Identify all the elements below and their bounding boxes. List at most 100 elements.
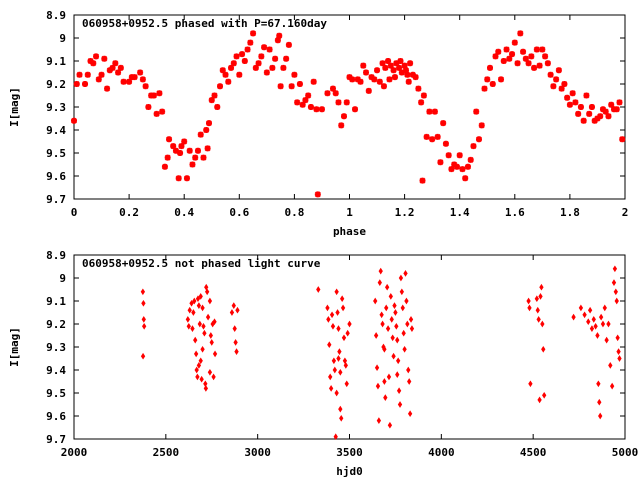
data-point xyxy=(236,71,243,78)
data-point xyxy=(582,311,587,319)
data-point xyxy=(564,94,571,101)
data-point xyxy=(467,156,474,163)
data-point xyxy=(272,55,279,62)
data-point xyxy=(596,380,601,388)
data-point xyxy=(326,316,331,323)
data-point xyxy=(150,92,157,99)
data-point xyxy=(339,295,345,303)
data-point xyxy=(112,60,119,67)
data-point xyxy=(420,92,427,99)
data-point xyxy=(222,71,229,78)
data-point xyxy=(536,316,541,323)
data-point xyxy=(207,368,213,376)
x-tick-label: 1.8 xyxy=(560,206,580,219)
data-point xyxy=(393,309,398,316)
x-tick-label: 2 xyxy=(622,206,629,219)
data-point xyxy=(201,322,206,330)
data-point xyxy=(379,60,386,67)
data-point xyxy=(379,311,384,319)
data-point xyxy=(360,62,367,69)
data-point xyxy=(522,55,529,62)
data-point xyxy=(440,120,447,127)
data-point xyxy=(131,74,138,81)
data-point xyxy=(197,131,204,138)
data-point xyxy=(509,51,516,58)
data-point xyxy=(285,41,292,48)
data-point xyxy=(283,55,290,62)
data-point xyxy=(397,57,404,65)
data-point xyxy=(448,166,455,173)
data-point xyxy=(343,99,350,106)
data-point xyxy=(255,60,262,67)
y-tick-label: 9.5 xyxy=(46,387,66,400)
data-point xyxy=(338,368,343,376)
data-point xyxy=(429,136,436,143)
data-point xyxy=(542,391,547,399)
data-point xyxy=(339,414,344,422)
y-tick-label: 9.7 xyxy=(46,433,66,446)
data-point xyxy=(418,99,425,106)
data-point xyxy=(431,108,438,115)
data-point xyxy=(390,67,397,74)
phased-light-curve-panel: 0 0.2 0.4 0.6 0.8 1 1.2 1.4 1.6 1.8 2 8.9 9 9.1 9.2 9.3… xyxy=(8,9,628,238)
data-point xyxy=(192,154,199,161)
data-point xyxy=(597,113,604,120)
data-point xyxy=(407,410,413,418)
data-point xyxy=(294,99,301,106)
y-axis-label: I[mag] xyxy=(8,87,21,127)
data-point xyxy=(586,318,591,326)
data-point xyxy=(141,316,146,323)
data-point xyxy=(87,57,94,65)
data-point xyxy=(578,304,584,312)
data-point xyxy=(614,297,619,305)
data-point xyxy=(338,405,343,413)
data-point xyxy=(407,378,412,385)
data-point xyxy=(598,412,603,420)
data-point xyxy=(498,76,505,83)
data-point xyxy=(616,348,621,355)
data-point xyxy=(276,32,283,39)
data-point xyxy=(109,64,116,71)
data-point xyxy=(384,283,390,291)
data-point xyxy=(186,322,191,330)
data-point xyxy=(196,302,202,309)
data-point xyxy=(90,60,97,67)
y-tick-label: 9.1 xyxy=(46,295,66,308)
data-point xyxy=(602,304,607,312)
data-point xyxy=(233,53,240,60)
data-point xyxy=(333,433,338,441)
data-point xyxy=(170,143,177,150)
data-point xyxy=(336,325,341,332)
data-point xyxy=(616,99,623,106)
data-point xyxy=(225,78,232,85)
data-point xyxy=(401,329,406,337)
data-point xyxy=(344,380,349,388)
data-point xyxy=(591,117,598,124)
data-point xyxy=(231,302,236,309)
data-point xyxy=(404,297,409,305)
data-point xyxy=(252,64,259,71)
data-point xyxy=(514,60,521,67)
data-point xyxy=(164,154,171,161)
data-point xyxy=(181,138,188,145)
x-axis-label: hjd0 xyxy=(336,465,363,478)
data-point xyxy=(219,67,226,74)
data-point xyxy=(538,293,543,300)
data-point xyxy=(194,147,201,154)
data-point xyxy=(445,152,452,159)
data-point xyxy=(495,48,502,55)
data-point xyxy=(198,293,203,300)
data-point xyxy=(604,336,609,344)
x-tick-label: 1 xyxy=(346,206,353,219)
data-point xyxy=(403,270,408,277)
data-point xyxy=(393,60,400,67)
data-point xyxy=(261,44,268,51)
data-point xyxy=(269,64,276,71)
data-point xyxy=(205,288,210,296)
x-tick-label: 4000 xyxy=(428,446,455,459)
data-point xyxy=(569,90,576,97)
data-point xyxy=(486,64,494,71)
data-point xyxy=(382,345,387,353)
data-point xyxy=(139,76,146,83)
data-point xyxy=(374,364,380,372)
